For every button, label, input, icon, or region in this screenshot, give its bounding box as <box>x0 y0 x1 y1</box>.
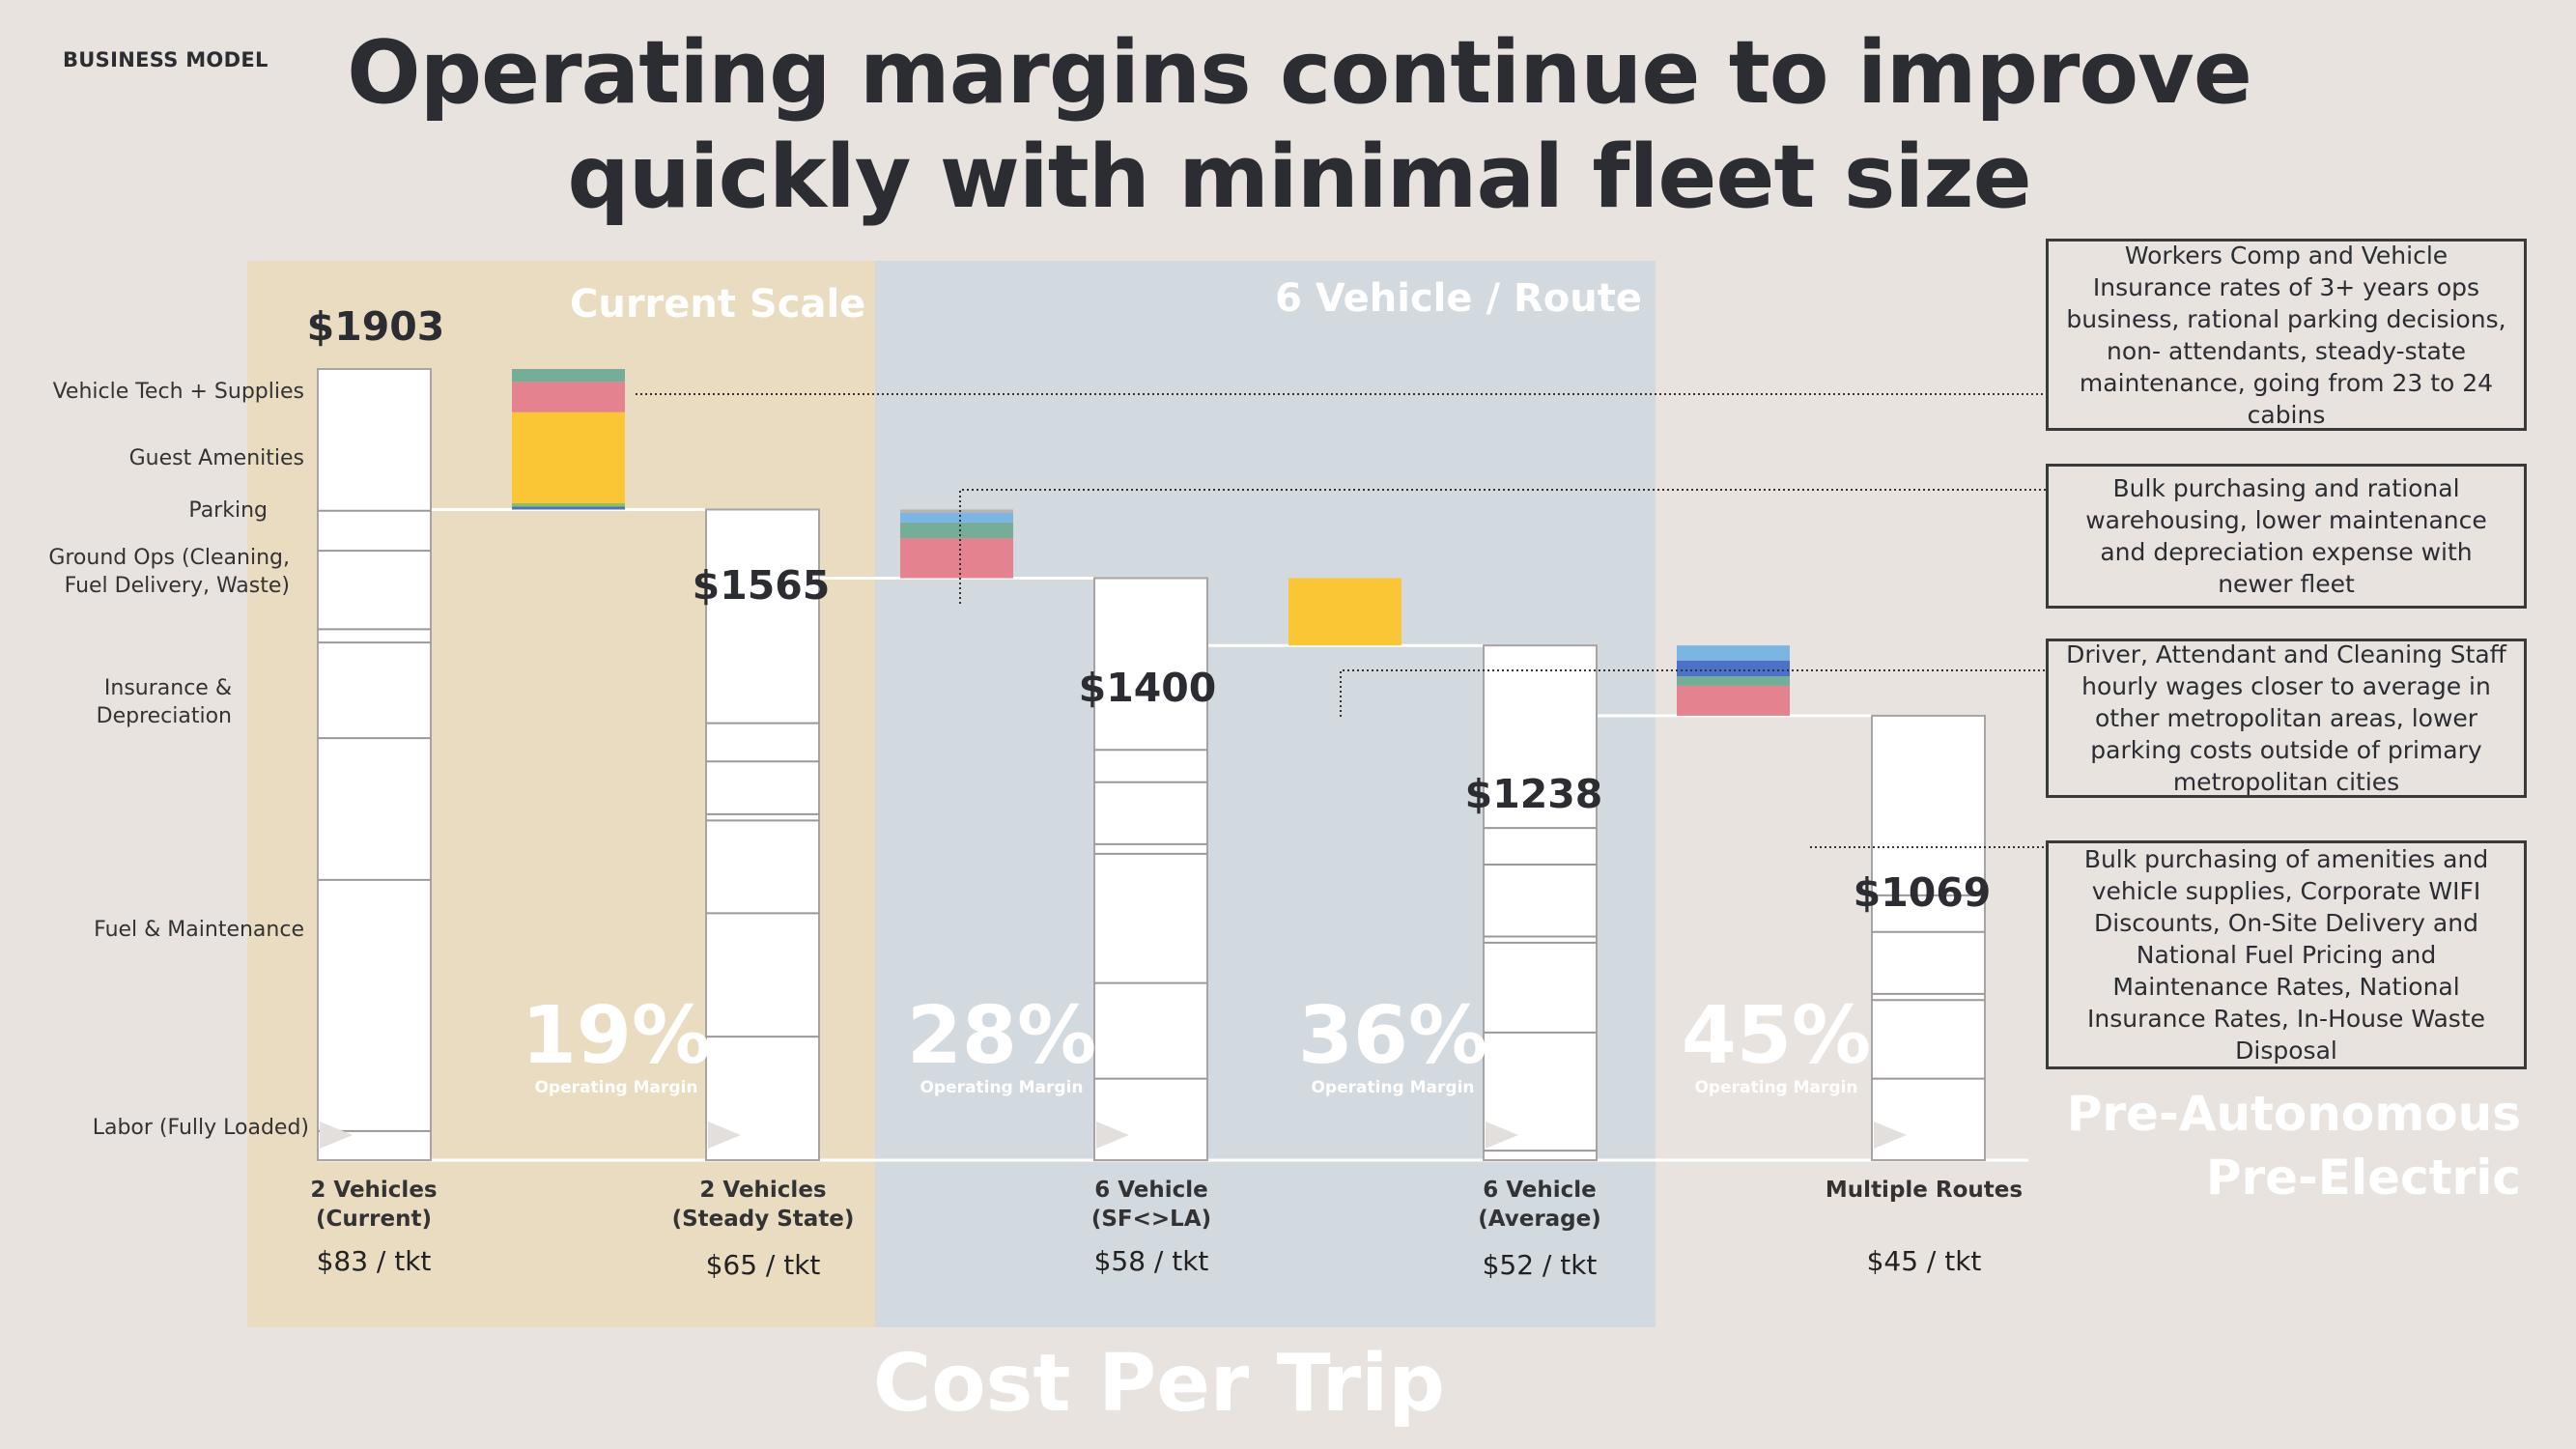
column-4: 6 Vehicle (Average) $52 / tkt <box>1395 1176 1684 1281</box>
reduction-segment-1-4 <box>512 382 625 412</box>
column-4-name-1: 6 Vehicle <box>1483 1178 1597 1203</box>
total-bar-4 <box>1483 644 1598 1161</box>
margin-3: 36% Operating Margin <box>1287 990 1499 1098</box>
bar-arrow-2 <box>708 1122 741 1149</box>
bar-total-1: $1903 <box>306 303 445 350</box>
total-bar-5 <box>1871 714 1986 1161</box>
reduction-segment-1-3 <box>512 412 625 504</box>
pre-autonomous-label: Pre-Autonomous Pre-Electric <box>2009 1082 2521 1209</box>
margin-4-label: Operating Margin <box>1694 1078 1858 1097</box>
total-bar-1 <box>317 368 432 1161</box>
reduction-segment-1-2 <box>512 503 625 507</box>
margin-4-pct: 45% <box>1681 990 1872 1082</box>
margin-3-pct: 36% <box>1297 990 1488 1082</box>
category-label-guest-amenities: Guest Amenities <box>128 446 304 470</box>
reduction-segment-2-2 <box>900 522 1013 539</box>
column-4-price: $52 / tkt <box>1482 1249 1598 1281</box>
column-2-price: $65 / tkt <box>705 1249 821 1281</box>
note-connector-3 <box>1340 669 2046 717</box>
reduction-segment-4-4 <box>1677 645 1790 661</box>
bar-arrow-5 <box>1874 1122 1907 1149</box>
margin-1-label: Operating Margin <box>534 1078 698 1097</box>
note-box-3: Driver, Attendant and Cleaning Staff hou… <box>2046 639 2527 798</box>
pre-label-line-2: Pre-Electric <box>2205 1150 2521 1206</box>
category-label-ground-ops: Ground Ops (Cleaning, Fuel Delivery, Was… <box>48 546 290 598</box>
bar-total-4: $1238 <box>1464 771 1603 817</box>
bar-arrow-1 <box>320 1122 353 1149</box>
column-1: 2 Vehicles (Current) $83 / tkt <box>229 1176 519 1277</box>
note-box-2: Bulk purchasing and rational warehousing… <box>2046 464 2527 609</box>
column-1-name-2: (Current) <box>316 1207 432 1232</box>
page-title: Operating margins continue to improve qu… <box>0 21 2576 230</box>
total-bar-3 <box>1093 577 1208 1161</box>
category-label-parking: Parking <box>188 498 268 523</box>
bar-arrow-3 <box>1096 1122 1129 1149</box>
margin-3-label: Operating Margin <box>1311 1078 1475 1097</box>
margin-1-pct: 19% <box>521 990 712 1082</box>
bar-total-5: $1069 <box>1853 869 1992 916</box>
column-3-name-1: 6 Vehicle <box>1094 1178 1208 1203</box>
margin-4: 45% Operating Margin <box>1670 990 1882 1098</box>
bar-total-3: $1400 <box>1078 665 1217 711</box>
reduction-segment-4-1 <box>1677 685 1790 716</box>
reduction-segment-1-5 <box>512 369 625 383</box>
category-label-fuel-maintenance: Fuel & Maintenance <box>94 918 304 942</box>
column-3: 6 Vehicle (SF<>LA) $58 / tkt <box>1006 1176 1296 1277</box>
column-1-name-1: 2 Vehicles <box>310 1178 438 1203</box>
column-1-price: $83 / tkt <box>316 1245 432 1277</box>
section-eyebrow: BUSINESS MODEL <box>63 48 269 71</box>
bar-total-2: $1565 <box>692 562 831 609</box>
reduction-segment-2-4 <box>900 509 1013 513</box>
note-box-1: Workers Comp and Vehicle Insurance rates… <box>2046 239 2527 431</box>
column-4-name-2: (Average) <box>1478 1207 1601 1232</box>
reduction-segment-2-1 <box>900 538 1013 579</box>
title-line-2: quickly with minimal fleet size <box>567 127 2031 228</box>
column-2-name-1: 2 Vehicles <box>699 1178 827 1203</box>
six-vehicle-label: 6 Vehicle / Route <box>1275 276 1642 321</box>
column-5-name-1: Multiple Routes <box>1825 1178 2024 1203</box>
reduction-segment-3-1 <box>1288 578 1401 646</box>
current-scale-label: Current Scale <box>570 282 866 327</box>
column-2-name-2: (Steady State) <box>671 1207 855 1232</box>
margin-2-label: Operating Margin <box>920 1078 1084 1097</box>
title-line-1: Operating margins continue to improve <box>347 22 2252 124</box>
category-label-vehicle-tech: Vehicle Tech + Supplies <box>52 380 304 404</box>
bar-arrow-4 <box>1486 1122 1518 1149</box>
category-label-insurance: Insurance & Depreciation <box>96 676 232 728</box>
column-2: 2 Vehicles (Steady State) $65 / tkt <box>618 1176 908 1281</box>
total-bar-2 <box>705 508 820 1161</box>
reduction-segment-2-3 <box>900 512 1013 523</box>
column-3-name-2: (SF<>LA) <box>1090 1207 1212 1232</box>
margin-2-pct: 28% <box>906 990 1097 1082</box>
column-5-price: $45 / tkt <box>1866 1245 1982 1277</box>
category-label-labor: Labor (Fully Loaded) <box>92 1116 309 1140</box>
note-box-4: Bulk purchasing of amenities and vehicle… <box>2046 840 2527 1069</box>
margin-2: 28% Operating Margin <box>895 990 1108 1098</box>
margin-1: 19% Operating Margin <box>510 990 722 1098</box>
pre-label-line-1: Pre-Autonomous <box>2066 1086 2521 1142</box>
reduction-segment-4-2 <box>1677 676 1790 686</box>
reduction-segment-4-3 <box>1677 660 1790 677</box>
column-3-price: $58 / tkt <box>1093 1245 1209 1277</box>
column-5: Multiple Routes $45 / tkt <box>1779 1176 2069 1277</box>
chart-footer: Cost Per Trip <box>873 1338 1445 1430</box>
reduction-segment-1-1 <box>512 506 625 510</box>
